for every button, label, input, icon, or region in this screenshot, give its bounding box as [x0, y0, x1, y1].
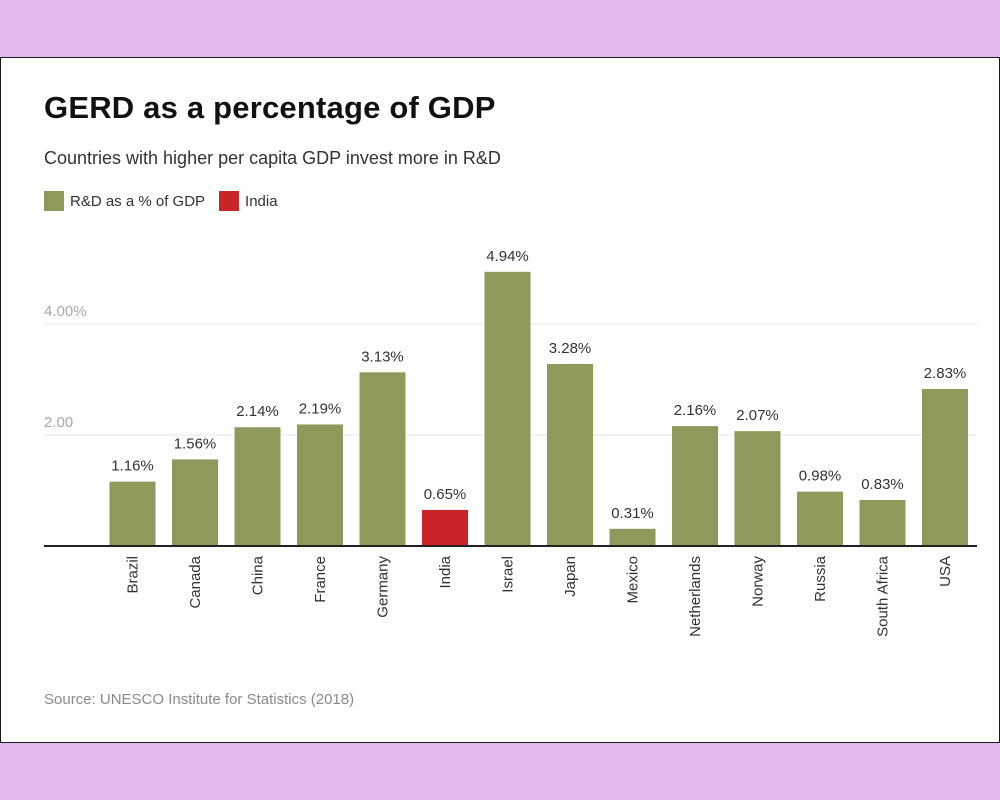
data-label: 0.31% [611, 505, 654, 522]
data-label: 3.28% [549, 340, 592, 357]
legend-swatch-india [219, 191, 240, 211]
chart-subtitle: Countries with higher per capita GDP inv… [44, 148, 501, 168]
x-tick-label: Russia [812, 555, 829, 602]
bar-india [422, 509, 468, 546]
data-label: 2.19% [299, 400, 342, 417]
data-label: 1.16% [111, 458, 154, 475]
bar-israel [484, 271, 531, 546]
bar-norway [734, 431, 781, 546]
x-tick-label: France [312, 556, 329, 603]
bar-germany [359, 372, 406, 546]
x-tick-label: South Africa [875, 555, 892, 637]
x-tick-label: China [250, 555, 267, 595]
x-tick-label: Israel [500, 556, 517, 593]
x-tick-label: Brazil [125, 556, 142, 594]
bar-brazil [109, 481, 156, 546]
x-tick-label: Japan [562, 556, 579, 597]
chart-title: GERD as a percentage of GDP [44, 90, 496, 125]
data-label: 0.83% [861, 476, 904, 493]
bar-netherlands [672, 426, 718, 546]
legend-swatch-rd [44, 191, 64, 211]
y-tick-label: 4.00% [44, 303, 87, 320]
bar-russia [797, 491, 843, 546]
data-label: 0.98% [799, 468, 842, 485]
data-label: 2.07% [736, 407, 779, 424]
bar-mexico [609, 528, 656, 546]
bar-china [234, 427, 281, 546]
data-label: 4.94% [486, 248, 529, 265]
data-label: 2.83% [924, 365, 967, 382]
data-label: 1.56% [174, 435, 217, 452]
x-tick-label: USA [937, 556, 954, 587]
legend-label-india: India [245, 192, 278, 210]
data-label: 0.65% [424, 486, 467, 503]
bar-usa [922, 388, 968, 546]
legend: R&D as a % of GDP India [44, 191, 292, 211]
x-tick-label: Mexico [625, 556, 642, 604]
y-tick-label: 2.00 [44, 414, 73, 431]
x-tick-label: India [437, 555, 454, 588]
x-tick-label: Netherlands [687, 556, 704, 637]
data-label: 2.16% [674, 402, 717, 419]
legend-label-rd: R&D as a % of GDP [70, 192, 206, 210]
bar-chart: 2.00 4.00% 1.16% Brazil 1.56% Canada 2.14% Chin… [44, 248, 977, 637]
chart-card: GERD as a percentage of GDP Countries wi… [0, 57, 1000, 743]
x-tick-label: Canada [187, 555, 204, 608]
bar-japan [547, 363, 593, 546]
bar-canada [172, 459, 218, 546]
legend-item-india: India [219, 191, 278, 211]
data-label: 2.14% [236, 403, 279, 420]
x-tick-label: Germany [375, 556, 392, 618]
data-label: 3.13% [361, 348, 404, 365]
bar-france [297, 424, 343, 546]
legend-item-rd: R&D as a % of GDP [44, 191, 205, 211]
bar-south-africa [859, 499, 906, 546]
x-tick-label: Norway [750, 556, 767, 607]
source-note: Source: UNESCO Institute for Statistics … [44, 691, 355, 708]
